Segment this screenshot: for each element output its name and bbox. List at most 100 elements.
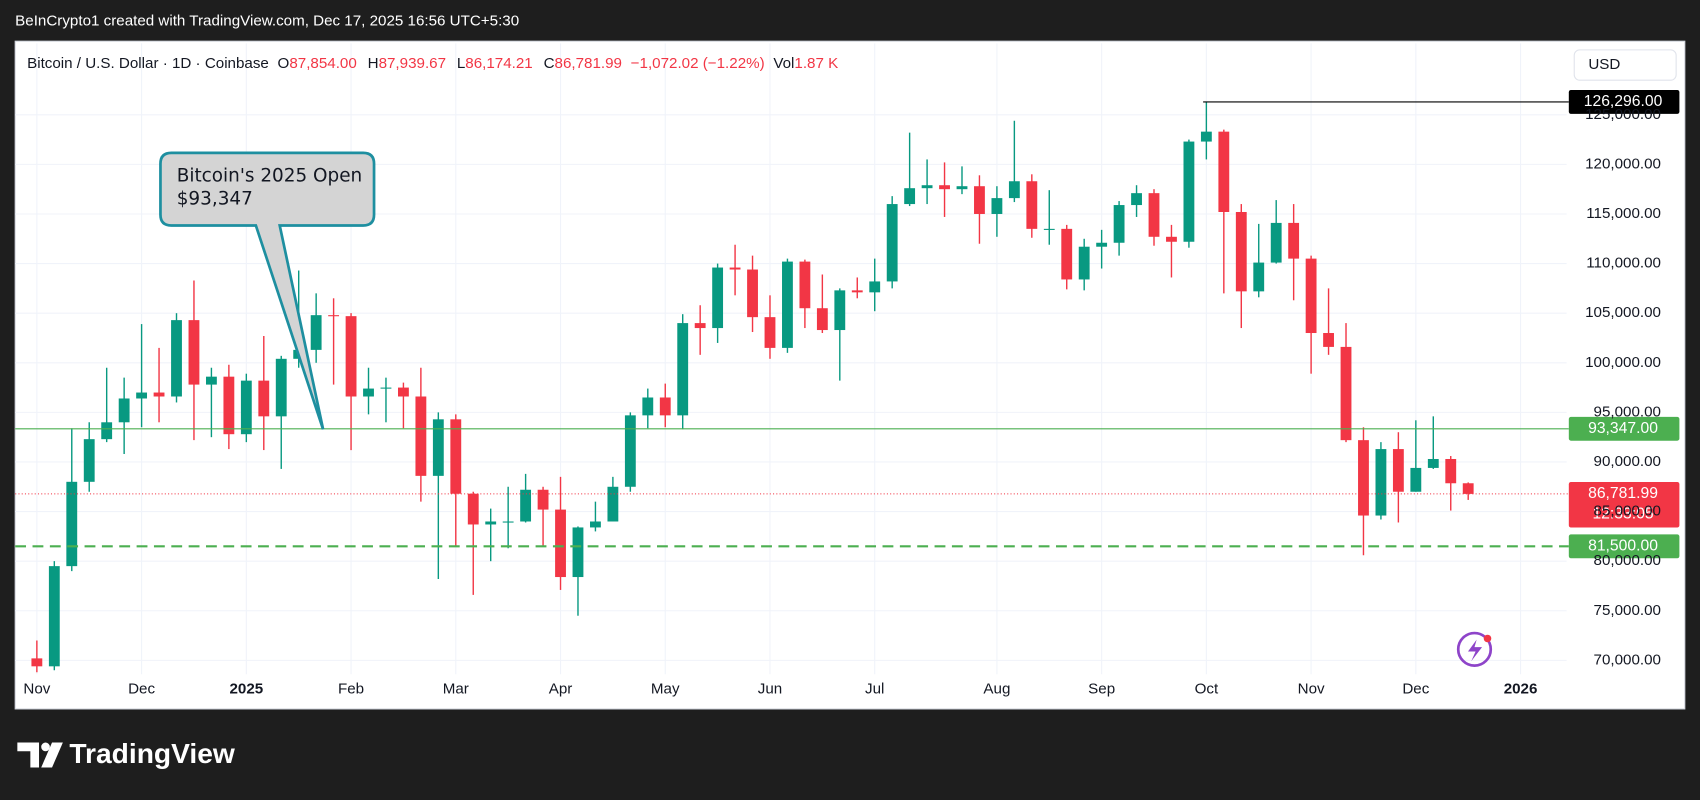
candle-body [1078, 246, 1090, 280]
candle-body [1026, 181, 1038, 229]
chart-panel [14, 40, 1686, 710]
candle-body [904, 188, 916, 205]
quote-value: 86,174.21 [465, 55, 532, 72]
volume-value: 1.87 K [794, 55, 838, 72]
candle-body [921, 185, 933, 189]
x-tick-label: Nov [23, 680, 50, 697]
candle-body [258, 380, 270, 417]
candle-body [1183, 141, 1195, 242]
candle-body [432, 419, 444, 476]
price-label: 93,347.00 [1588, 420, 1658, 437]
y-tick-label: 75,000.00 [1594, 602, 1661, 619]
y-tick-label: 80,000.00 [1594, 552, 1661, 569]
candle-body [939, 185, 950, 190]
y-tick-label: 85,000.00 [1594, 503, 1661, 520]
candle-body [747, 269, 758, 318]
icon-bolt[interactable] [1467, 639, 1483, 662]
candle-body [502, 521, 514, 523]
x-tick-label: May [651, 680, 680, 697]
x-tick-label: Jun [758, 680, 782, 697]
footer-logo [17, 742, 63, 768]
quote-value: 87,939.67 [379, 55, 446, 72]
price-label: 81,500.00 [1588, 537, 1658, 554]
candle-body [1131, 193, 1142, 206]
candle-body [520, 489, 532, 522]
candle-body [1218, 131, 1230, 212]
candle-body [624, 415, 636, 487]
candle-body [240, 380, 252, 435]
x-tick-label: 2025 [229, 680, 263, 697]
candle-body [1305, 258, 1317, 334]
candle-body [345, 316, 357, 397]
price-countdown: 12:33:05 [1592, 506, 1653, 523]
candle-body [380, 387, 392, 389]
candle-body [1445, 458, 1457, 484]
candle-body [659, 397, 671, 416]
footer-brand: TradingView [69, 737, 235, 769]
volume-key: Vol [773, 55, 794, 72]
callout-bubble [159, 151, 376, 430]
currency[interactable]: USD [1588, 56, 1620, 73]
candle-body [1166, 236, 1177, 242]
candle-body [590, 521, 601, 528]
candle-body [537, 489, 549, 510]
callout-text: Bitcoin's 2025 Open [177, 166, 362, 187]
candle-body [607, 486, 619, 522]
x-tick-label: Jul [865, 680, 884, 697]
y-tick-label: 95,000.00 [1594, 403, 1661, 420]
quote-value: 87,854.00 [289, 55, 356, 72]
change: −1,072.02 (−1.22%) [631, 55, 765, 72]
icon-ring[interactable] [1456, 631, 1493, 667]
candle-body [1113, 205, 1125, 243]
candle-body [1375, 449, 1387, 516]
candle-body [694, 323, 706, 329]
quote-key: H [368, 55, 379, 72]
candle-body [677, 323, 689, 416]
y-tick-label: 105,000.00 [1585, 304, 1661, 321]
candle-body [398, 387, 409, 397]
currency-box[interactable] [1573, 49, 1677, 81]
candle-body [886, 204, 898, 282]
x-tick-label: Sep [1088, 680, 1115, 697]
candle-body [1288, 222, 1300, 259]
y-tick-label: 120,000.00 [1585, 155, 1661, 172]
candle-body [328, 315, 340, 317]
symbol: Bitcoin / U.S. Dollar · 1D · Coinbase [27, 55, 269, 72]
icon-dot[interactable] [1483, 634, 1492, 643]
quote-legend: Bitcoin / U.S. Dollar · 1D · Coinbase O87… [27, 55, 838, 72]
candle-body [66, 481, 78, 567]
y-tick-label: 115,000.00 [1586, 205, 1661, 222]
logo-v [41, 742, 63, 768]
candle-body [136, 392, 148, 399]
quote-key: L [457, 55, 465, 72]
quote-key: C [544, 55, 555, 72]
candle-body [1200, 131, 1212, 142]
candle-body [1061, 228, 1073, 280]
candle-body [1253, 262, 1265, 292]
candle-body [467, 493, 479, 525]
candle-body [782, 261, 793, 348]
assistant-icon[interactable] [1456, 631, 1493, 667]
candle-body [363, 388, 374, 397]
candle-body [1148, 193, 1160, 237]
candle-body [450, 419, 462, 494]
candle-body [1358, 440, 1369, 516]
candle-body [188, 320, 200, 385]
candle-body [1410, 467, 1422, 492]
price-label-box [1568, 90, 1680, 114]
logo-t [17, 742, 40, 768]
candle-body [1323, 333, 1334, 347]
x-tick-label: Apr [549, 680, 573, 697]
candle-body [1392, 449, 1404, 492]
quote-value: 86,781.99 [555, 55, 622, 72]
candle-body [991, 198, 1003, 214]
price-label: 126,296.00 [1584, 93, 1663, 110]
candle-body [153, 392, 165, 397]
candle-body [729, 267, 741, 270]
candle-body [1008, 181, 1020, 199]
x-tick-label: 2026 [1504, 680, 1538, 697]
candle-body [816, 308, 828, 331]
attribution: BeInCrypto1 created with TradingView.com… [15, 13, 519, 30]
candle-body [956, 186, 968, 190]
